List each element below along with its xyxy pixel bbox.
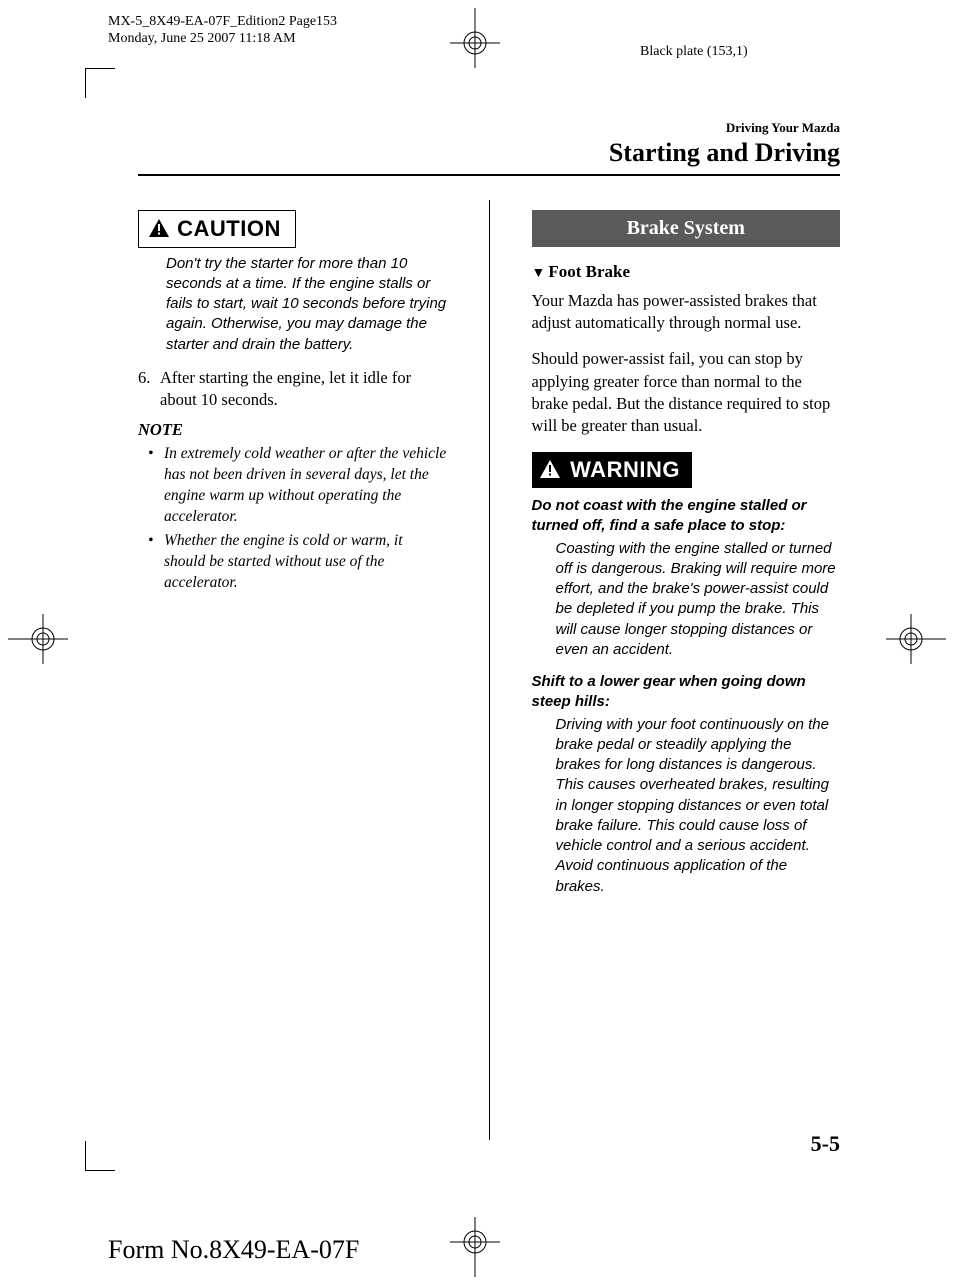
note-item-2: • Whether the engine is cold or warm, it…: [148, 531, 447, 594]
form-number: Form No.8X49-EA-07F: [108, 1235, 359, 1265]
right-column: Brake System ▼Foot Brake Your Mazda has …: [532, 210, 841, 1140]
crop-mark-bottom: [450, 1217, 500, 1277]
note-heading: NOTE: [138, 419, 447, 441]
left-column: CAUTION Don't try the starter for more t…: [138, 210, 447, 1140]
caution-box: CAUTION: [138, 210, 296, 248]
crop-mark-right: [886, 614, 946, 664]
warning-2-body: Driving with your foot continuously on t…: [556, 715, 841, 897]
step-6: 6. After starting the engine, let it idl…: [138, 367, 447, 412]
subheading-foot-brake: ▼Foot Brake: [532, 261, 841, 284]
warning-1-body: Coasting with the engine stalled or turn…: [556, 539, 841, 661]
bullet-icon: •: [148, 531, 164, 594]
step-text: After starting the engine, let it idle f…: [160, 367, 447, 412]
warning-label: WARNING: [570, 457, 680, 482]
note-text: In extremely cold weather or after the v…: [164, 444, 447, 528]
caution-text: Don't try the starter for more than 10 s…: [166, 254, 447, 355]
section-bar: Brake System: [532, 210, 841, 247]
meta-line1: MX-5_8X49-EA-07F_Edition2 Page153: [108, 14, 337, 31]
column-divider: [489, 200, 490, 1140]
heading-rule: [138, 174, 840, 176]
page-number: 5-5: [811, 1131, 840, 1157]
note-item-1: • In extremely cold weather or after the…: [148, 444, 447, 528]
warning-box: WARNING: [532, 452, 692, 489]
paragraph-1: Your Mazda has power-assisted brakes tha…: [532, 290, 841, 335]
triangle-icon: ▼: [532, 266, 546, 281]
corner-mark-bl: [85, 1141, 115, 1171]
meta-line2: Monday, June 25 2007 11:18 AM: [108, 31, 337, 48]
chapter-heading: Driving Your Mazda Starting and Driving: [609, 120, 840, 168]
warning-2-heading: Shift to a lower gear when going down st…: [532, 672, 841, 713]
content-columns: CAUTION Don't try the starter for more t…: [138, 210, 840, 1140]
note-text: Whether the engine is cold or warm, it s…: [164, 531, 447, 594]
corner-mark-tl: [85, 68, 115, 98]
alert-icon: [540, 456, 560, 486]
chapter-small: Driving Your Mazda: [609, 120, 840, 136]
bullet-icon: •: [148, 444, 164, 528]
caution-label: CAUTION: [177, 216, 281, 241]
crop-mark-top: [450, 8, 500, 68]
crop-mark-left: [8, 614, 68, 664]
paragraph-2: Should power-assist fail, you can stop b…: [532, 348, 841, 437]
black-plate: Black plate (153,1): [640, 44, 748, 60]
warning-1-heading: Do not coast with the engine stalled or …: [532, 496, 841, 537]
subheading-text: Foot Brake: [548, 262, 630, 281]
step-number: 6.: [138, 367, 160, 412]
chapter-title: Starting and Driving: [609, 138, 840, 168]
header-meta: MX-5_8X49-EA-07F_Edition2 Page153 Monday…: [108, 14, 337, 48]
alert-icon: [149, 219, 169, 243]
